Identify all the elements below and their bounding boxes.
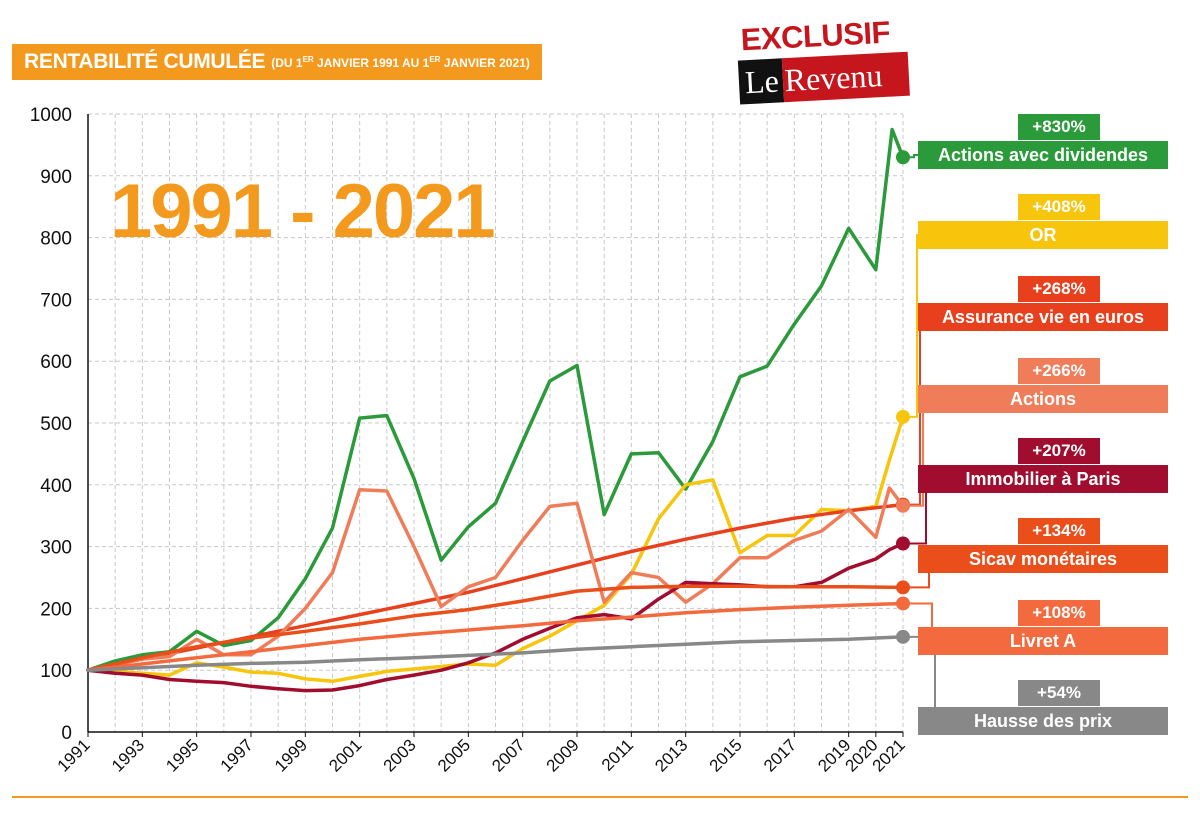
y-tick-label: 400 <box>40 476 72 497</box>
legend-pct-immobilier-a-paris: +207% <box>1018 438 1100 464</box>
y-tick-label: 800 <box>40 229 72 250</box>
y-tick-label: 100 <box>40 661 72 682</box>
series-endpoint-or <box>896 409 910 424</box>
series-endpoint-livret-a <box>896 596 910 611</box>
series-line-livret-a <box>86 601 905 672</box>
x-tick-label: 1999 <box>271 735 311 775</box>
y-tick-label: 200 <box>40 599 72 620</box>
legend-pct-actions: +266% <box>1018 358 1100 384</box>
y-tick-label: 900 <box>40 167 72 188</box>
legend-pct-actions-avec-dividendes: +830% <box>1018 114 1100 140</box>
x-tick-label: 1997 <box>217 735 257 775</box>
series-endpoint-sicav-monetaires <box>896 580 910 595</box>
x-tick-label: 1991 <box>54 735 94 775</box>
series-endpoint-hausse-des-prix <box>896 629 910 644</box>
grid <box>87 113 904 733</box>
series-endpoint-actions <box>896 498 910 513</box>
x-tick-label: 1993 <box>108 735 148 775</box>
legend-name-or: OR <box>918 221 1168 249</box>
y-tick-label: 300 <box>40 538 72 559</box>
y-tick-label: 500 <box>40 414 72 435</box>
period-label: 1991 - 2021 <box>110 169 496 254</box>
legend-pct-assurance-vie-en-euros: +268% <box>1018 276 1100 302</box>
chart-title-banner: RENTABILITÉ CUMULÉE (DU 1ER JANVIER 1991… <box>12 44 542 80</box>
x-tick-label: 2011 <box>598 735 637 774</box>
x-tick-label: 2003 <box>380 735 420 775</box>
y-tick-label: 1000 <box>30 105 72 126</box>
chart-subtitle: (DU 1ER JANVIER 1991 AU 1ER JANVIER 2021… <box>271 54 530 70</box>
legend-name-livret-a: Livret A <box>918 627 1168 655</box>
x-tick-label: 2007 <box>488 735 528 775</box>
legend-connector <box>903 234 918 418</box>
series-endpoint-immobilier-a-paris <box>896 536 910 551</box>
legend-pct-hausse-des-prix: +54% <box>1018 680 1100 706</box>
series-line-or <box>86 415 905 684</box>
y-tick-label: 0 <box>61 723 72 744</box>
legend-name-sicav-monetaires: Sicav monétaires <box>918 545 1168 573</box>
x-tick-label: 1995 <box>162 735 202 775</box>
legend-name-actions-avec-dividendes: Actions avec dividendes <box>918 141 1168 169</box>
x-tick-label: 2017 <box>760 735 800 775</box>
chart-title: RENTABILITÉ CUMULÉE <box>24 50 266 73</box>
x-tick-label: 2009 <box>543 735 583 775</box>
series-line-actions-avec-dividendes <box>86 127 905 672</box>
legend-name-immobilier-a-paris: Immobilier à Paris <box>918 465 1168 493</box>
x-tick-label: 2013 <box>651 735 691 775</box>
legend-name-hausse-des-prix: Hausse des prix <box>918 707 1168 735</box>
bottom-divider <box>12 796 1188 798</box>
x-tick-label: 2015 <box>706 735 746 775</box>
series-lines <box>86 127 910 693</box>
y-tick-label: 600 <box>40 352 72 373</box>
y-tick-label: 700 <box>40 290 72 311</box>
legend-pct-livret-a: +108% <box>1018 600 1100 626</box>
x-tick-label: 2001 <box>325 735 365 775</box>
legend-pct-or: +408% <box>1018 194 1100 220</box>
legend-pct-sicav-monetaires: +134% <box>1018 518 1100 544</box>
legend-name-actions: Actions <box>918 385 1168 413</box>
series-line-sicav-monetaires <box>86 584 905 672</box>
x-tick-label: 2005 <box>434 735 474 775</box>
series-endpoint-actions-avec-dividendes <box>896 150 910 165</box>
legend-name-assurance-vie-en-euros: Assurance vie en euros <box>918 303 1168 331</box>
series-line-hausse-des-prix <box>86 635 905 672</box>
x-tick-label: 2021 <box>869 735 909 775</box>
axes: 0 100 200 300 400 500 600 700 800 900 1000 1991 1993… <box>30 105 909 776</box>
